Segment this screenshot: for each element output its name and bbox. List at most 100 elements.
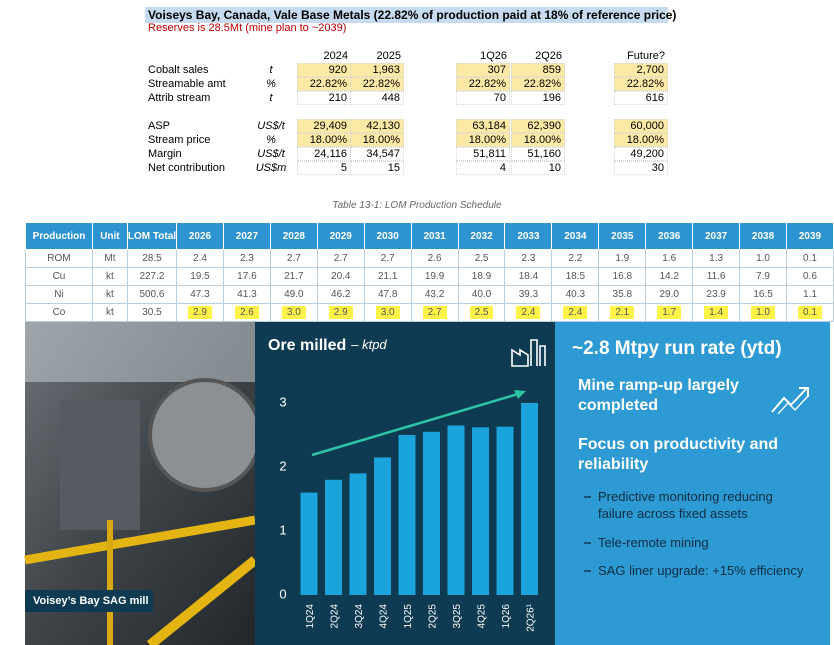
table-header: 2033 bbox=[504, 222, 553, 250]
row-unit: t bbox=[269, 92, 273, 104]
table-caption: Table 13-1: LOM Production Schedule bbox=[332, 200, 502, 211]
cell-value: 22.82% bbox=[614, 77, 668, 91]
table-cell: 2.1 bbox=[598, 303, 647, 322]
row-label: Attrib stream bbox=[148, 92, 211, 104]
pipe bbox=[24, 515, 256, 565]
growth-icon bbox=[771, 387, 809, 415]
table-cell: 29.0 bbox=[645, 285, 694, 304]
cell-value: 18.00% bbox=[297, 133, 351, 147]
cell-value: 30 bbox=[614, 161, 668, 175]
table-header: 2030 bbox=[363, 222, 412, 250]
table-header: 2038 bbox=[739, 222, 788, 250]
table-cell: 2.3 bbox=[504, 249, 553, 268]
bullet: Predictive monitoring reducing failure a… bbox=[598, 489, 773, 521]
x-tick-label: 3Q24 bbox=[354, 604, 365, 629]
factory-icon bbox=[511, 339, 546, 367]
bullet: Tele-remote mining bbox=[598, 535, 709, 550]
bar bbox=[521, 403, 538, 595]
chart: 0 1 2 3 1Q24 2Q24 3Q24 4Q24 1Q25 2Q25 3Q25 4Q25 1Q26… bbox=[279, 394, 538, 632]
bar bbox=[496, 426, 514, 595]
table-cell: 28.5 bbox=[126, 249, 178, 268]
column-header: 2Q26 bbox=[535, 50, 562, 62]
highlight: 2.4 bbox=[516, 306, 541, 319]
table-cell: 1.0 bbox=[739, 249, 788, 268]
table-cell: 2.7 bbox=[316, 249, 365, 268]
highlight: 2.1 bbox=[610, 306, 635, 319]
bullet-dashes bbox=[584, 496, 591, 572]
table-header: 2032 bbox=[457, 222, 506, 250]
highlight: 2.7 bbox=[422, 306, 447, 319]
x-tick-label: 2Q26¹ bbox=[526, 603, 537, 631]
cell-value: 34,547 bbox=[350, 147, 404, 161]
table-cell: 18.4 bbox=[504, 267, 553, 286]
photo bbox=[25, 322, 255, 645]
heading: Mine ramp-up largely completed bbox=[578, 377, 739, 414]
table-cell: 1.1 bbox=[786, 285, 834, 304]
row-label: Stream price bbox=[148, 134, 211, 146]
x-tick-label: 1Q25 bbox=[403, 604, 414, 629]
cell-value: 29,409 bbox=[297, 119, 351, 133]
table-cell: 1.4 bbox=[692, 303, 741, 322]
table-cell: 43.2 bbox=[410, 285, 459, 304]
cell-value: 49,200 bbox=[614, 147, 668, 161]
table-cell: 17.6 bbox=[222, 267, 271, 286]
cell-value: 42,130 bbox=[350, 119, 404, 133]
cell-value: 63,184 bbox=[456, 119, 510, 133]
table-cell: 0.6 bbox=[786, 267, 834, 286]
cell-value: 51,160 bbox=[511, 147, 565, 161]
table-header: 2034 bbox=[551, 222, 600, 250]
table-cell: 21.1 bbox=[363, 267, 412, 286]
table-cell: 2.2 bbox=[551, 249, 600, 268]
cell-value: 5 bbox=[297, 161, 351, 175]
table-row: Production Unit LOM Total 2026 2027 2028 2029 2… bbox=[25, 222, 834, 250]
y-tick-label: 2 bbox=[279, 458, 286, 473]
highlight: 0.1 bbox=[798, 306, 822, 319]
highlight: 3.0 bbox=[281, 306, 306, 319]
table-cell: 2.9 bbox=[176, 303, 224, 322]
chart-panel bbox=[255, 322, 555, 645]
bar bbox=[423, 431, 440, 595]
sheet-title: Voiseys Bay, Canada, Vale Base Metals (2… bbox=[148, 8, 677, 22]
cell-value: 307 bbox=[456, 63, 510, 77]
table-header: 2037 bbox=[692, 222, 741, 250]
table-cell: 46.2 bbox=[316, 285, 365, 304]
photo-roof bbox=[25, 322, 255, 382]
table-cell: 18.9 bbox=[457, 267, 506, 286]
row-unit: t bbox=[269, 64, 273, 76]
table-cell: 19.5 bbox=[176, 267, 224, 286]
headline: ~2.8 Mtpy run rate (ytd) bbox=[572, 338, 782, 359]
table-cell: 2.6 bbox=[222, 303, 271, 322]
table-cell: 30.5 bbox=[126, 303, 178, 322]
highlight: 1.0 bbox=[751, 306, 775, 319]
chart-unit: – ktpd bbox=[350, 337, 387, 352]
sheet-subtitle: Reserves is 28.5Mt (mine plan to ~2039) bbox=[148, 22, 347, 34]
row-unit: % bbox=[266, 78, 276, 90]
table-cell: kt bbox=[91, 267, 128, 286]
bar bbox=[398, 435, 416, 595]
column-header: 2025 bbox=[376, 50, 401, 62]
x-tick-label: 1Q26 bbox=[501, 604, 512, 629]
cell-value: 22.82% bbox=[297, 77, 351, 91]
table-cell: Ni bbox=[25, 285, 93, 304]
highlight: 2.4 bbox=[563, 306, 588, 319]
table-cell: 2.3 bbox=[222, 249, 271, 268]
y-tick-label: 0 bbox=[279, 586, 286, 601]
table-cell: 41.3 bbox=[222, 285, 271, 304]
cell-value: 24,116 bbox=[297, 147, 351, 161]
table-cell: 14.2 bbox=[645, 267, 694, 286]
x-tick-label: 2Q24 bbox=[330, 604, 341, 629]
table-cell: 35.8 bbox=[598, 285, 647, 304]
table-cell: 2.5 bbox=[457, 249, 506, 268]
table-wrap: Production Unit LOM Total 2026 2027 2028 2029 2… bbox=[25, 222, 834, 322]
row-label: ASP bbox=[148, 120, 171, 132]
cell-value: 62,390 bbox=[511, 119, 565, 133]
x-tick-label: 4Q24 bbox=[379, 604, 390, 629]
table-cell: 2.9 bbox=[316, 303, 365, 322]
table-header: 2027 bbox=[222, 222, 271, 250]
table-row: Cu kt 227.2 19.5 17.6 21.7 20.4 21.1 19.9 18.9 18.… bbox=[25, 267, 834, 286]
table-cell: 2.4 bbox=[176, 249, 224, 268]
cell-value: 616 bbox=[614, 91, 668, 105]
highlight: 1.7 bbox=[657, 306, 682, 319]
bar bbox=[374, 457, 391, 595]
